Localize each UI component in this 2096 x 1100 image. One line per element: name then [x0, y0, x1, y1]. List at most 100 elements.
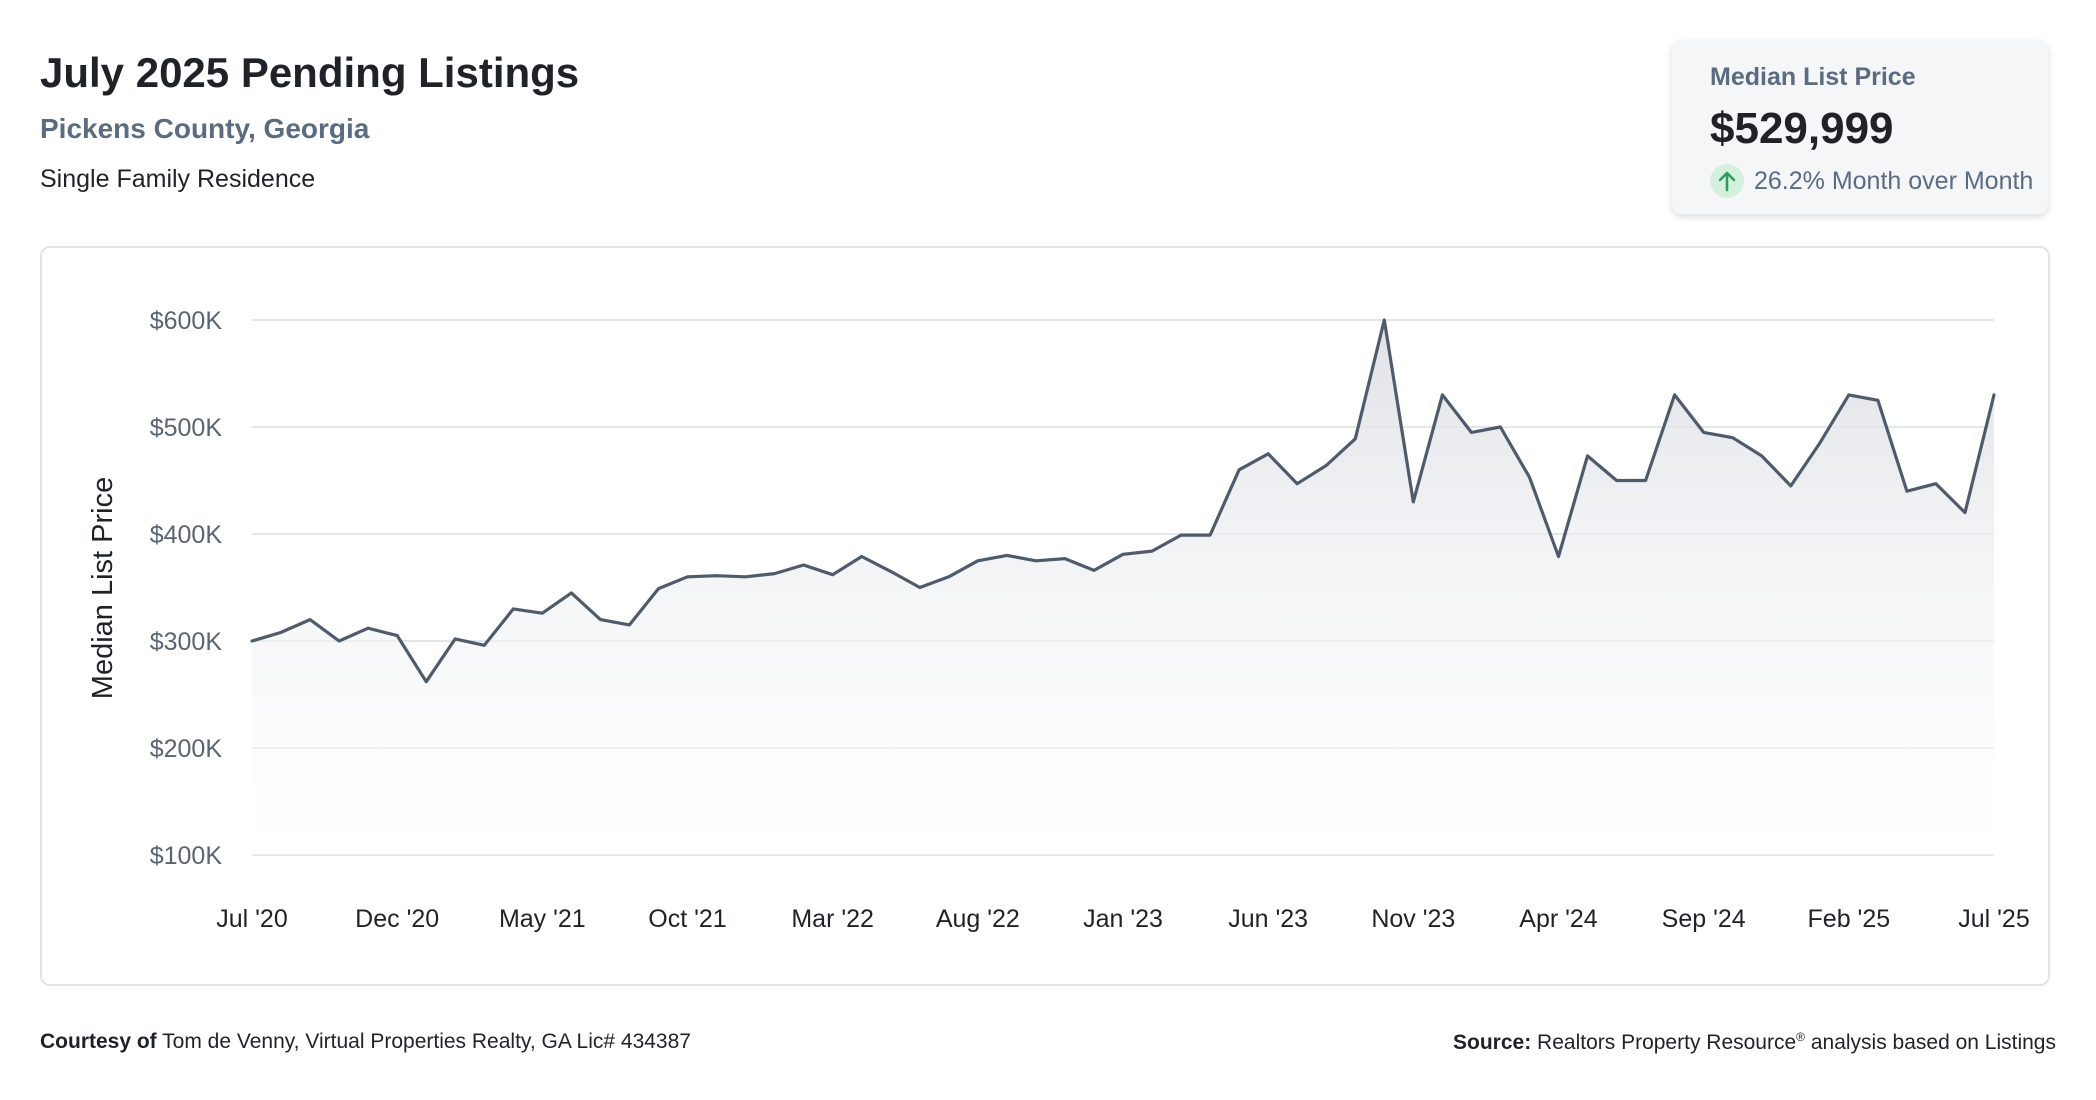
x-tick-label: Jul '20	[216, 905, 287, 933]
data-point	[569, 591, 573, 595]
x-tick-label: Jun '23	[1228, 905, 1308, 933]
data-point	[1121, 552, 1125, 556]
data-point	[1469, 430, 1473, 434]
data-point	[1208, 533, 1212, 537]
data-point	[1934, 482, 1938, 486]
data-point	[1731, 436, 1735, 440]
data-point	[627, 623, 631, 627]
data-point	[715, 574, 719, 578]
x-tick-label: Oct '21	[648, 905, 726, 933]
header: July 2025 Pending Listings Pickens Count…	[40, 48, 579, 194]
property-type-label: Single Family Residence	[40, 165, 316, 193]
data-point	[1324, 464, 1328, 468]
data-point	[1644, 479, 1648, 483]
x-tick-label: Feb '25	[1808, 905, 1891, 933]
series-area	[252, 320, 1994, 855]
data-point	[1295, 482, 1299, 486]
data-point	[686, 575, 690, 579]
median-list-price-card: Median List Price $529,999 26.2% Month o…	[1672, 40, 2048, 214]
chart-frame: $600K $500K $400K $300K $200K $100K Jul '20 Dec…	[40, 246, 2050, 986]
x-tick-label: Apr '24	[1519, 905, 1598, 933]
courtesy-footer: Courtesy of Tom de Venny, Virtual Proper…	[40, 1030, 691, 1054]
data-point	[1789, 484, 1793, 488]
x-tick-label: Aug '22	[936, 905, 1020, 933]
x-tick-label: Jan '23	[1083, 905, 1163, 933]
data-point	[1905, 489, 1909, 493]
data-point	[918, 586, 922, 590]
data-point	[395, 634, 399, 638]
data-point	[1266, 452, 1270, 456]
data-point	[656, 587, 660, 591]
data-point	[279, 630, 283, 634]
data-point	[1557, 554, 1561, 558]
y-tick-label: $400K	[150, 521, 223, 549]
data-point	[1702, 430, 1706, 434]
data-point	[1498, 425, 1502, 429]
y-tick-label: $100K	[150, 842, 223, 870]
data-point	[947, 575, 951, 579]
data-point	[1063, 557, 1067, 561]
data-point	[337, 639, 341, 643]
data-point	[308, 618, 312, 622]
arrow-up-icon	[1710, 164, 1744, 198]
data-point	[366, 626, 370, 630]
data-point	[1179, 533, 1183, 537]
data-point	[1760, 454, 1764, 458]
data-point	[1411, 500, 1415, 504]
data-point	[773, 572, 777, 576]
data-point	[1440, 393, 1444, 397]
data-point	[1092, 568, 1096, 572]
data-point	[1876, 398, 1880, 402]
data-point	[1615, 479, 1619, 483]
data-point	[1586, 454, 1590, 458]
source-label: Source:	[1453, 1031, 1532, 1054]
data-point	[1034, 559, 1038, 563]
data-point	[1382, 318, 1386, 322]
source-footer: Source: Realtors Property Resource® anal…	[1453, 1030, 2056, 1055]
data-point	[976, 559, 980, 563]
data-point	[860, 554, 864, 558]
stat-change-text: 26.2% Month over Month	[1754, 167, 2034, 195]
data-point	[1237, 468, 1241, 472]
data-point	[1992, 393, 1996, 397]
data-point	[1353, 437, 1357, 441]
series-line	[250, 318, 1996, 684]
data-point	[453, 637, 457, 641]
data-point	[1673, 393, 1677, 397]
x-tick-label: Dec '20	[355, 905, 439, 933]
x-tick-label: Sep '24	[1662, 905, 1746, 933]
data-point	[1150, 549, 1154, 553]
data-point	[598, 618, 602, 622]
median-list-price-chart: $600K $500K $400K $300K $200K $100K Jul '20 Dec…	[87, 307, 2030, 933]
data-point	[1527, 475, 1531, 479]
data-point	[1818, 441, 1822, 445]
registered-mark: ®	[1796, 1030, 1805, 1044]
x-tick-label: Jul '25	[1958, 905, 2029, 933]
y-tick-label: $600K	[150, 307, 223, 335]
courtesy-text: Tom de Venny, Virtual Properties Realty,…	[162, 1030, 691, 1053]
source-text-suffix: analysis based on Listings	[1805, 1031, 2056, 1054]
data-point	[424, 680, 428, 684]
x-tick-label: Mar '22	[791, 905, 874, 933]
stat-value: $529,999	[1710, 104, 1894, 153]
x-tick-label: May '21	[499, 905, 586, 933]
source-text: Realtors Property Resource	[1537, 1031, 1797, 1054]
courtesy-label: Courtesy of	[40, 1030, 157, 1053]
y-tick-label: $200K	[150, 735, 223, 763]
y-tick-label: $500K	[150, 414, 223, 442]
y-tick-label: $300K	[150, 628, 223, 656]
data-point	[1005, 553, 1009, 557]
stat-change: 26.2% Month over Month	[1710, 164, 2048, 198]
data-point	[1847, 393, 1851, 397]
data-point	[831, 573, 835, 577]
data-point	[482, 643, 486, 647]
page-title: July 2025 Pending Listings	[40, 49, 580, 96]
data-point	[889, 569, 893, 573]
data-point	[511, 607, 515, 611]
data-point	[1963, 511, 1967, 515]
x-tick-label: Nov '23	[1371, 905, 1455, 933]
data-point	[250, 639, 254, 643]
stat-label: Median List Price	[1710, 63, 1916, 91]
data-point	[540, 611, 544, 615]
y-axis-label: Median List Price	[87, 477, 119, 699]
